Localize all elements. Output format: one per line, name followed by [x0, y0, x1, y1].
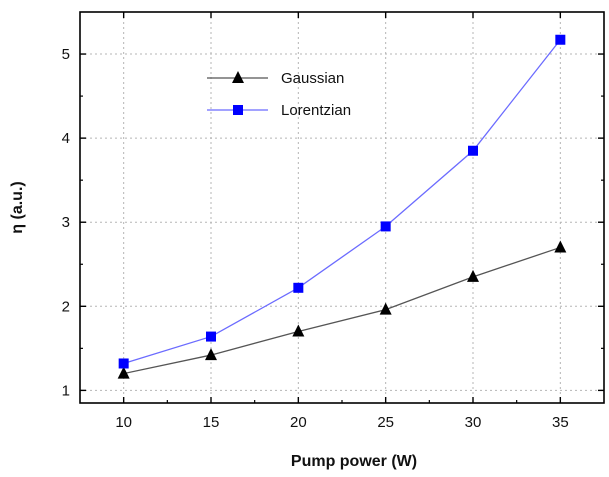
- x-tick-label: 10: [115, 414, 132, 431]
- legend-label-gaussian: Gaussian: [281, 70, 344, 87]
- data-point-gaussian: [554, 240, 567, 253]
- x-tick-label: 25: [377, 414, 394, 431]
- data-point-lorentzian: [293, 282, 304, 293]
- data-point-lorentzian: [555, 34, 566, 45]
- legend-marker-lorentzian: [233, 105, 243, 115]
- x-axis-label: Pump power (W): [291, 453, 417, 470]
- legend: Gaussian Lorentzian: [207, 70, 351, 119]
- data-point-gaussian: [379, 302, 392, 315]
- data-point-gaussian: [117, 366, 130, 379]
- data-point-lorentzian: [118, 358, 129, 369]
- series-line-gaussian: [123, 246, 561, 375]
- x-tick-label: 35: [552, 414, 569, 431]
- y-tick-label: 2: [62, 298, 70, 315]
- y-axis-label: η (a.u.): [9, 181, 26, 233]
- data-point-lorentzian: [468, 145, 478, 156]
- series: [117, 34, 567, 379]
- series-line-lorentzian: [123, 39, 561, 365]
- axis-ticks: 10 15 20 25 30 35 1 2 3 4 5: [62, 12, 604, 431]
- data-point-lorentzian: [206, 331, 216, 342]
- y-tick-label: 4: [62, 130, 70, 147]
- y-tick-label: 1: [62, 382, 70, 399]
- data-point-lorentzian: [380, 221, 391, 232]
- data-point-gaussian: [292, 324, 305, 337]
- legend-marker-gaussian: [232, 71, 244, 83]
- data-point-gaussian: [467, 269, 479, 282]
- y-tick-label: 5: [62, 46, 70, 63]
- x-tick-label: 30: [465, 414, 482, 431]
- x-tick-label: 20: [290, 414, 307, 431]
- data-point-gaussian: [205, 348, 217, 361]
- y-tick-label: 3: [62, 214, 70, 231]
- legend-label-lorentzian: Lorentzian: [281, 102, 351, 119]
- x-tick-label: 15: [203, 414, 220, 431]
- grid: [80, 12, 604, 403]
